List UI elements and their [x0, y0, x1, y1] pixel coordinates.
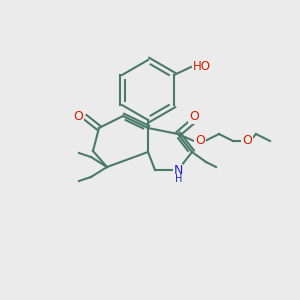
Text: H: H: [175, 174, 183, 184]
Text: O: O: [189, 110, 199, 124]
Text: O: O: [73, 110, 83, 122]
Text: HO: HO: [193, 61, 211, 74]
Text: N: N: [173, 164, 183, 178]
Text: O: O: [242, 134, 252, 146]
Text: O: O: [195, 134, 205, 148]
